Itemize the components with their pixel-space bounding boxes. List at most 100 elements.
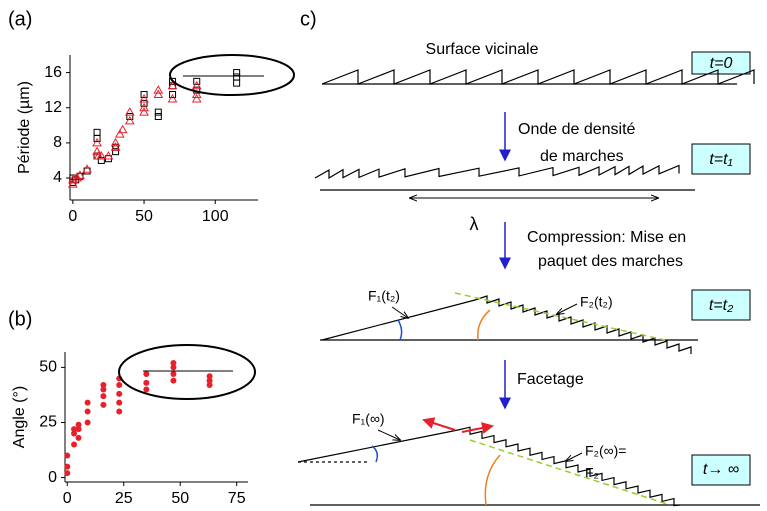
facet-label: F₂ bbox=[585, 465, 599, 481]
point bbox=[100, 401, 107, 408]
point bbox=[233, 73, 241, 81]
x-tick-label: 0 bbox=[63, 490, 72, 507]
angle-arc bbox=[397, 319, 403, 341]
y-tick-label: 4 bbox=[53, 169, 62, 186]
point bbox=[93, 128, 101, 136]
point bbox=[233, 79, 241, 87]
y-tick-label: 50 bbox=[39, 359, 57, 376]
pointer bbox=[377, 429, 400, 440]
steps bbox=[474, 295, 692, 354]
point bbox=[71, 441, 78, 448]
highlight-ellipse bbox=[118, 344, 256, 400]
chart-title: (b) bbox=[8, 308, 32, 330]
stage-text: Surface vicinale bbox=[426, 41, 539, 58]
y-axis-label: Période (µm) bbox=[16, 81, 33, 174]
panel-label: c) bbox=[300, 8, 317, 30]
point bbox=[112, 148, 120, 156]
point bbox=[124, 107, 135, 116]
x-tick-label: 25 bbox=[115, 490, 133, 507]
point bbox=[67, 174, 78, 184]
point bbox=[124, 115, 135, 125]
point bbox=[191, 80, 202, 90]
point bbox=[170, 364, 177, 371]
y-tick-label: 12 bbox=[44, 99, 62, 116]
facet-label: F₂(∞)= bbox=[585, 443, 626, 459]
point bbox=[140, 99, 148, 107]
point bbox=[110, 142, 121, 151]
point bbox=[100, 382, 107, 389]
x-tick-label: 50 bbox=[171, 490, 189, 507]
point bbox=[72, 173, 82, 182]
point bbox=[170, 371, 177, 378]
y-tick-label: 16 bbox=[44, 64, 62, 81]
angle-arc bbox=[371, 445, 379, 463]
x-tick-label: 50 bbox=[135, 208, 153, 225]
time-label: t=0 bbox=[710, 55, 733, 72]
point bbox=[75, 434, 82, 441]
point bbox=[167, 93, 178, 103]
point bbox=[143, 379, 150, 386]
point bbox=[170, 360, 177, 367]
point bbox=[126, 113, 134, 121]
point bbox=[71, 426, 78, 433]
point bbox=[117, 124, 128, 134]
time-box bbox=[691, 289, 751, 321]
point bbox=[193, 77, 201, 85]
point bbox=[206, 373, 213, 380]
point bbox=[92, 137, 102, 147]
point bbox=[167, 80, 178, 90]
y-tick-label: 0 bbox=[48, 469, 57, 486]
angle-arc bbox=[484, 454, 501, 506]
y-tick-label: 8 bbox=[53, 134, 62, 151]
surface-line bbox=[297, 429, 459, 463]
time-label: t=t₁ bbox=[709, 151, 732, 168]
point bbox=[206, 382, 213, 389]
point bbox=[64, 452, 71, 459]
time-box bbox=[691, 454, 751, 486]
facet-label: F₂(t₂) bbox=[580, 294, 613, 310]
point bbox=[191, 93, 202, 103]
point bbox=[154, 108, 162, 116]
point bbox=[139, 102, 149, 112]
pointer bbox=[391, 306, 408, 318]
surface-line bbox=[454, 292, 666, 341]
point bbox=[100, 386, 107, 393]
stage-text: de marches bbox=[540, 148, 624, 165]
point bbox=[116, 399, 123, 406]
point bbox=[84, 408, 91, 415]
x-tick-label: 0 bbox=[68, 208, 77, 225]
point bbox=[67, 179, 78, 188]
point bbox=[110, 137, 121, 147]
point bbox=[75, 170, 85, 179]
point bbox=[100, 393, 107, 400]
point bbox=[169, 77, 177, 85]
point bbox=[84, 419, 91, 426]
pointer bbox=[557, 303, 578, 314]
point bbox=[116, 390, 123, 397]
force-arrow bbox=[422, 417, 456, 431]
time-box bbox=[691, 143, 751, 175]
point bbox=[143, 386, 150, 393]
point bbox=[191, 89, 202, 99]
time-label: t=t₂ bbox=[709, 297, 733, 314]
x-tick-label: 75 bbox=[228, 490, 246, 507]
stage-text: Compression: Mise en bbox=[527, 229, 686, 246]
point bbox=[96, 151, 107, 160]
point bbox=[140, 91, 148, 99]
diagram: c) Surface vicinale t=0 Onde de densité … bbox=[297, 8, 760, 507]
steps bbox=[314, 164, 680, 180]
point bbox=[64, 463, 71, 470]
steps bbox=[321, 69, 755, 85]
point bbox=[154, 113, 162, 121]
time-box bbox=[691, 51, 751, 75]
stage-text: Facetage bbox=[517, 371, 584, 388]
steps bbox=[457, 426, 681, 507]
facet-label: F₁(t₂) bbox=[368, 288, 400, 304]
point bbox=[233, 69, 241, 77]
angle-arc bbox=[477, 309, 491, 341]
point bbox=[103, 151, 114, 160]
point bbox=[71, 430, 78, 437]
x-tick-label: 100 bbox=[202, 208, 229, 225]
chart-title: (a) bbox=[8, 8, 32, 30]
charts: (a) Période (µm) 4 8 12 16 0 50 100 (b) Angle (°) 0… bbox=[8, 8, 258, 507]
